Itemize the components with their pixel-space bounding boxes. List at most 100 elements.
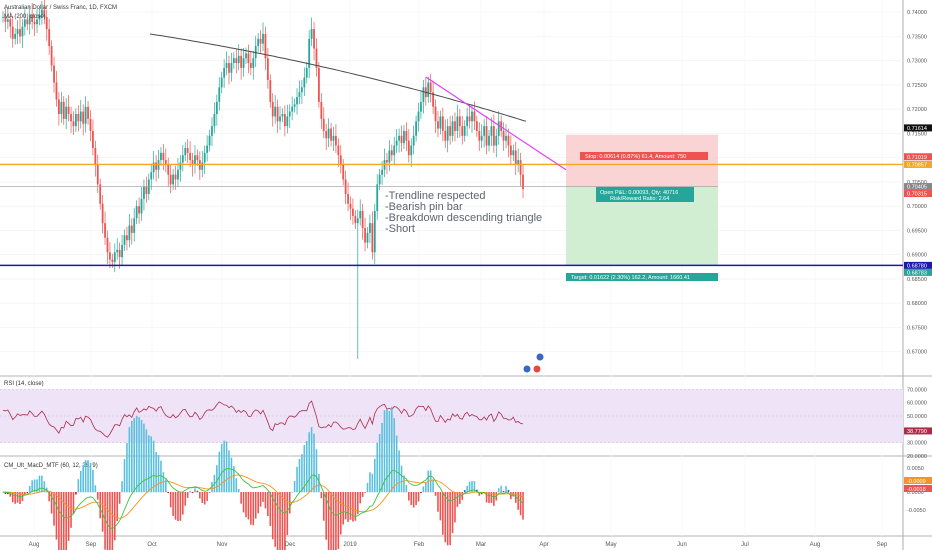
macd-histogram-bar <box>519 492 522 516</box>
macd-histogram-bar <box>318 474 320 493</box>
macd-histogram-bar <box>373 458 376 493</box>
candle-body <box>133 218 136 233</box>
price-tick: 0.72000 <box>907 107 927 113</box>
macd-histogram-bar <box>28 486 31 493</box>
macd-histogram-bar <box>106 492 109 550</box>
month-tick: Jun <box>677 542 687 548</box>
indicators <box>0 389 903 550</box>
candle-body <box>437 121 439 129</box>
candle-body <box>342 164 345 180</box>
candle-body <box>405 130 408 141</box>
month-tick: Sep <box>877 542 888 548</box>
candle-body <box>451 121 454 136</box>
price-tick: 0.72500 <box>907 83 927 89</box>
macd-histogram-bar <box>514 492 517 503</box>
macd-histogram-bar <box>262 492 264 502</box>
candle-body <box>395 140 398 146</box>
macd-histogram-bar <box>82 464 84 493</box>
candle-body <box>288 111 291 117</box>
candle-body <box>376 184 379 212</box>
macd-histogram-bar <box>339 492 342 535</box>
candle-body <box>420 101 422 112</box>
macd-histogram-bar <box>308 432 310 493</box>
candle-body <box>257 38 260 47</box>
candle-body <box>92 130 94 148</box>
macd-histogram-bar <box>58 492 60 550</box>
candle-body <box>247 53 250 64</box>
symbol-title: Australian Dollar / Swiss Franc, 1D, FXC… <box>4 5 117 11</box>
candle-body <box>483 126 486 136</box>
macd-histogram-bar <box>179 492 182 521</box>
candle-body <box>126 235 128 241</box>
price-tick: 0.73000 <box>907 59 927 65</box>
candle-body <box>21 26 24 37</box>
candle-body <box>417 111 420 122</box>
macd-histogram-bar <box>332 492 335 550</box>
candle-body <box>330 128 332 141</box>
candle-body <box>500 121 503 131</box>
price-tag-resistance <box>904 160 932 168</box>
candle-body <box>162 152 165 161</box>
macd-histogram-bar <box>169 492 172 508</box>
candle-body <box>191 160 194 165</box>
candle-body <box>240 55 243 68</box>
candle-body <box>434 106 437 122</box>
macd-histogram-bar <box>223 440 225 493</box>
month-tick: Apr <box>539 542 548 548</box>
candle-body <box>410 145 413 156</box>
macd-histogram-bar <box>16 492 19 503</box>
macd-histogram-bar <box>296 466 298 493</box>
price-tag-text-resistance: 0.70857 <box>907 162 927 168</box>
candle-body <box>152 162 155 173</box>
macd-histogram-bar <box>439 492 442 521</box>
macd-histogram-bar <box>65 492 67 550</box>
candle-body <box>415 121 417 136</box>
open-pnl-box <box>596 187 694 202</box>
month-tick: May <box>605 542 616 548</box>
candle-body <box>123 235 126 246</box>
candle-body <box>228 63 230 73</box>
macd-histogram-bar <box>386 409 388 493</box>
candle-body <box>179 162 182 170</box>
candle-body <box>84 106 87 124</box>
candle-body <box>206 145 209 153</box>
candle-body <box>14 33 17 39</box>
macd-histogram-bar <box>264 492 267 509</box>
candle-body <box>322 118 325 131</box>
candle-body <box>145 186 148 195</box>
month-tick: Mar <box>476 542 486 548</box>
candle-body <box>512 150 515 156</box>
macd-histogram-bar <box>237 488 240 493</box>
candle-body <box>468 116 471 122</box>
note-line-1: -Trendline respected <box>385 190 485 202</box>
candle-body <box>318 67 320 102</box>
candle-body <box>490 126 493 136</box>
macd-histogram-bar <box>182 492 184 515</box>
macd-histogram-bar <box>128 427 131 493</box>
macd-histogram-bar <box>220 443 223 493</box>
price-tick: 0.69000 <box>907 253 927 259</box>
macd-histogram-bar <box>4 492 7 494</box>
candle-body <box>495 135 498 146</box>
macd-histogram-bar <box>233 466 235 493</box>
candle-body <box>381 169 383 175</box>
macd-histogram-bar <box>186 492 189 498</box>
macd-histogram-bar <box>92 470 94 493</box>
candle-body <box>327 128 330 139</box>
candle-body <box>104 223 106 238</box>
candle-body <box>335 135 337 146</box>
macd-tick: 0.0000 <box>907 490 924 496</box>
macd-histogram-bar <box>342 492 344 525</box>
macd-histogram-bar <box>444 492 447 543</box>
candle-body <box>325 130 328 139</box>
candle-body <box>109 252 111 260</box>
candle-body <box>475 121 478 131</box>
macd-histogram-bar <box>259 492 262 507</box>
macd-histogram-bar <box>196 490 199 493</box>
price-tag-text-entry: 0.70405 <box>907 185 927 191</box>
macd-histogram-bar <box>50 492 53 514</box>
macd-histogram-bar <box>257 492 259 514</box>
macd-histogram-bar <box>201 492 204 503</box>
macd-histogram-bar <box>284 492 286 550</box>
price-tag-text-target: 0.68783 <box>907 270 927 276</box>
